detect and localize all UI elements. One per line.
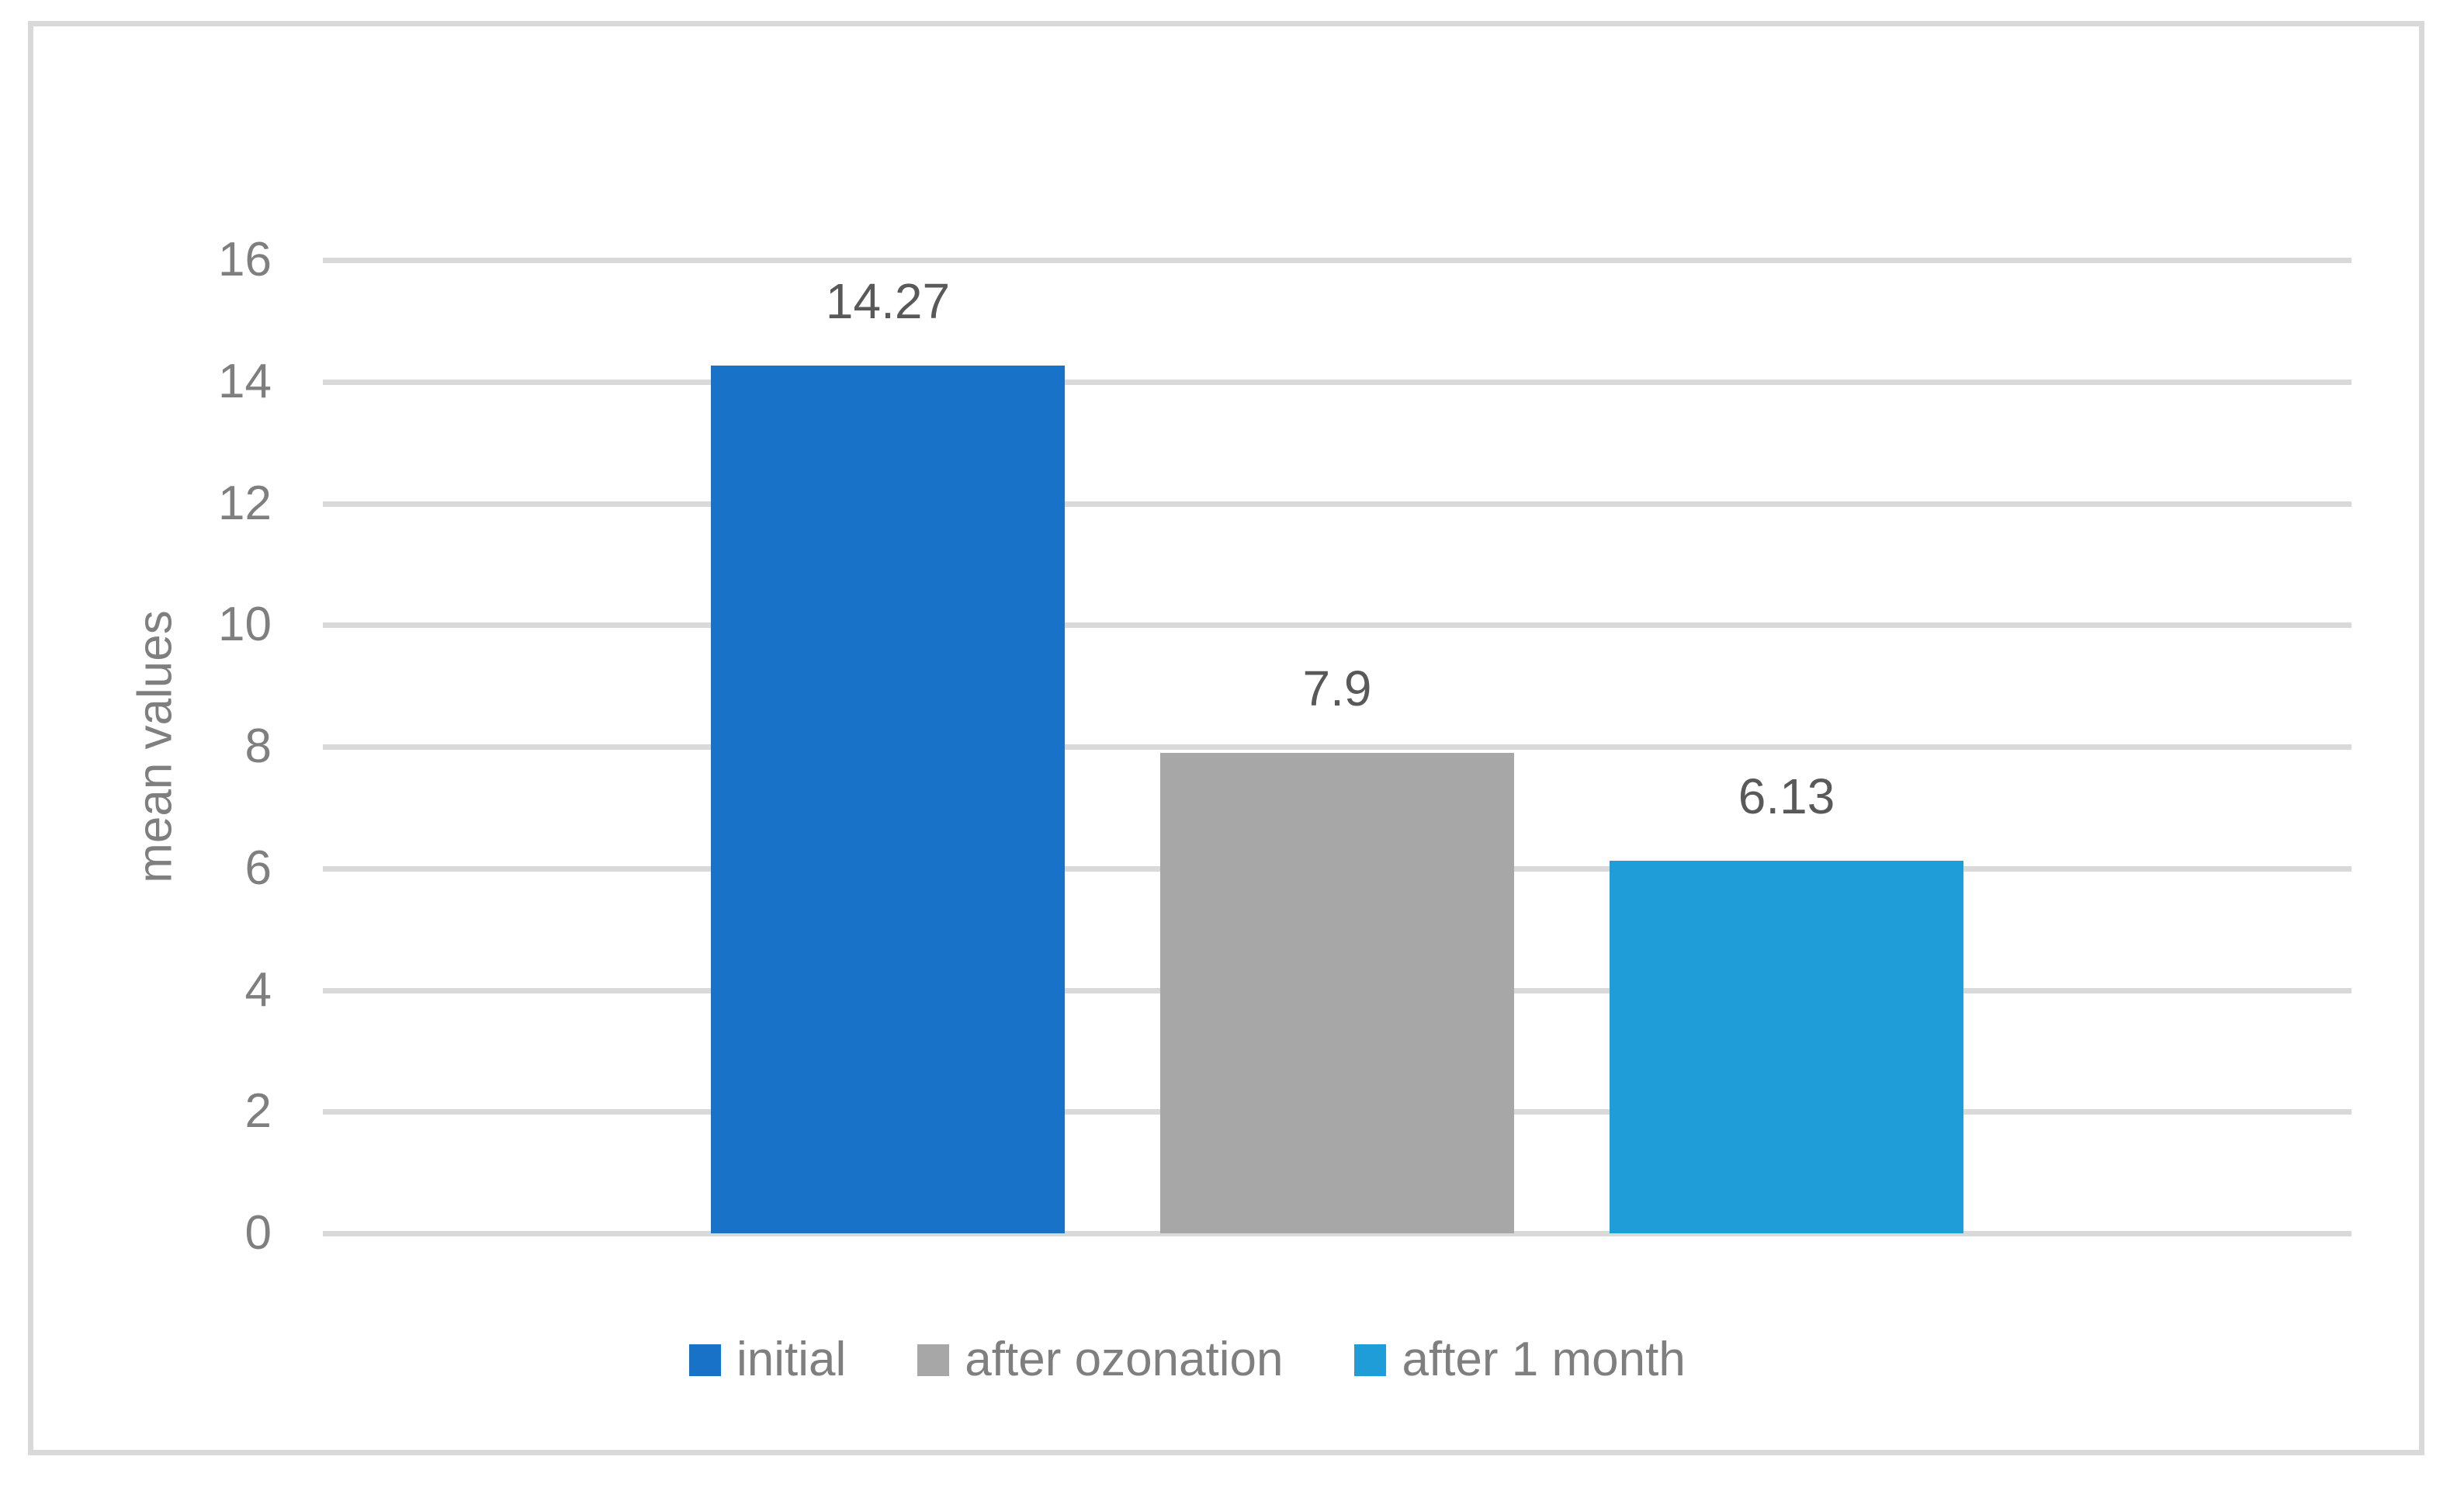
bar-initial bbox=[711, 366, 1065, 1233]
gridline bbox=[323, 622, 2351, 629]
legend-swatch-icon bbox=[689, 1344, 721, 1376]
legend-swatch-icon bbox=[1354, 1344, 1387, 1376]
gridline bbox=[323, 501, 2351, 507]
legend-item-after-1-month: after 1 month bbox=[1354, 1333, 1686, 1386]
legend-label: after ozonation bbox=[965, 1333, 1284, 1386]
y-tick-label: 14 bbox=[218, 354, 272, 408]
gridline bbox=[323, 1231, 2351, 1236]
legend: initial after ozonation after 1 month bbox=[689, 1327, 1686, 1392]
bar-after-1-month bbox=[1610, 861, 1963, 1233]
y-tick-label: 0 bbox=[244, 1206, 272, 1260]
bar-value-label: 7.9 bbox=[1302, 661, 1372, 716]
legend-label: after 1 month bbox=[1402, 1333, 1686, 1386]
y-tick-label: 2 bbox=[244, 1084, 272, 1139]
gridline bbox=[323, 258, 2351, 263]
legend-swatch-icon bbox=[917, 1344, 950, 1376]
bar-after-ozonation bbox=[1160, 753, 1514, 1233]
y-tick-label: 8 bbox=[244, 719, 272, 773]
legend-item-initial: initial bbox=[689, 1336, 846, 1384]
y-tick-label: 16 bbox=[218, 233, 272, 286]
y-tick-label: 4 bbox=[244, 962, 272, 1017]
y-tick-label: 10 bbox=[218, 598, 272, 652]
y-axis-title: mean values bbox=[128, 610, 182, 883]
y-tick-label: 6 bbox=[244, 841, 272, 895]
legend-item-after-ozonation: after ozonation bbox=[917, 1336, 1283, 1384]
legend-label: initial bbox=[736, 1333, 847, 1386]
y-tick-label: 12 bbox=[218, 476, 272, 530]
gridline bbox=[323, 744, 2351, 750]
gridline bbox=[323, 379, 2351, 385]
bar-value-label: 6.13 bbox=[1738, 768, 1835, 824]
bar-value-label: 14.27 bbox=[825, 273, 951, 329]
